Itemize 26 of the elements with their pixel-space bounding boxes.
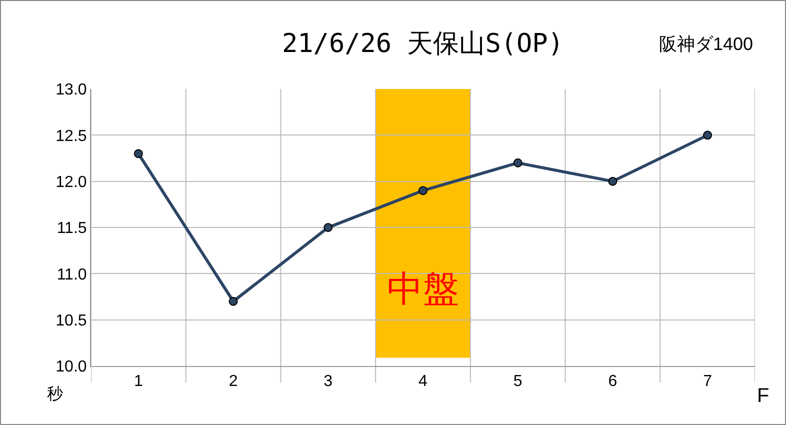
point <box>703 130 712 140</box>
y-tick-label: 12.0 <box>56 174 87 191</box>
x-tick-label: 5 <box>513 373 522 390</box>
x-tick-label: 6 <box>608 373 618 390</box>
x-axis-title: F <box>757 385 770 407</box>
y-axis-title: 秒 <box>47 385 63 403</box>
point <box>228 296 238 306</box>
y-tick-label: 10.0 <box>56 358 87 376</box>
point <box>513 158 522 168</box>
point <box>134 149 143 158</box>
y-tick-label: 13.0 <box>56 82 87 99</box>
y-tick-label: 11.0 <box>56 266 87 284</box>
y-tick-label: 10.5 <box>56 312 87 330</box>
x-tick-label: 2 <box>228 373 238 390</box>
x-tick-label: 3 <box>324 373 333 390</box>
y-tick-label: 11.5 <box>56 220 87 238</box>
point <box>608 176 618 186</box>
band-label: 中盤 <box>387 268 459 309</box>
point <box>324 223 333 232</box>
y-tick-label: 12.5 <box>56 128 87 145</box>
x-tick-label: 1 <box>134 373 143 390</box>
point <box>418 186 428 196</box>
chart-subtitle: 阪神ダ1400 <box>659 34 754 54</box>
x-tick-label: 7 <box>703 373 712 390</box>
chart-title: 21/6/26 天保山S(OP) <box>282 29 564 59</box>
x-tick-label: 4 <box>418 373 428 390</box>
